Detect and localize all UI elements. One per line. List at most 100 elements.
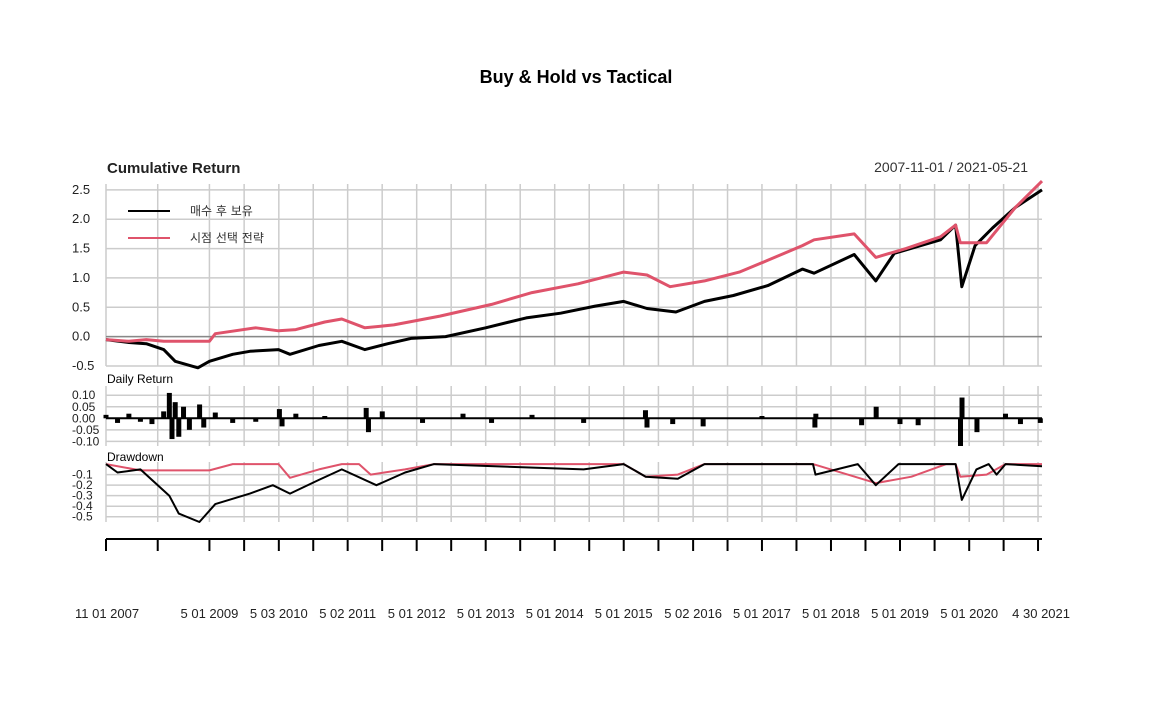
daily-return-bar [974,418,980,433]
daily-return-bar [253,418,259,422]
x-tick-label: 5 02 2016 [664,606,722,621]
daily-return-bar [103,414,109,419]
drawdown-y-axis: -0.1-0.2-0.3-0.4-0.5 [72,468,93,524]
daily-return-bar [166,392,172,419]
y-tick-label: 0.10 [72,388,96,402]
daily-return-bar [181,406,187,419]
daily-return-bar [644,418,650,428]
daily-return-bar [1003,413,1009,419]
y-tick-label: 0.05 [72,400,96,414]
daily-return-bar [1037,418,1043,423]
y-tick-label: 2.0 [72,211,90,226]
drawdown-panel: Drawdown -0.1-0.2-0.3-0.4-0.5 [72,450,1043,524]
y-tick-label: -0.3 [72,489,93,503]
daily-return-bar [186,418,192,430]
daily-return-bar [759,416,765,419]
daily-return-bar [642,410,648,419]
cumulative-return-panel: Cumulative Return 2007-11-01 / 2021-05-2… [72,159,1044,373]
daily-return-bar [149,418,155,425]
daily-return-bar [115,418,121,423]
daily-return-panel: Daily Return 0.100.050.00-0.05-0.10 [72,372,1043,448]
y-tick-label: 0.00 [72,411,96,425]
x-tick-label: 5 01 2009 [181,606,239,621]
y-tick-label: -0.10 [72,434,100,448]
daily-return-bar [322,416,328,419]
drawdown-grid [105,462,1042,522]
daily-return-bar [897,418,903,425]
y-tick-label: 0.0 [72,329,90,344]
x-tick-label: 5 01 2017 [733,606,791,621]
daily-return-bar [958,418,964,446]
cumulative-y-axis: -0.5 0.0 0.5 1.0 1.5 2.0 2.5 [72,182,94,373]
x-axis: 11 01 2007 5 01 2009 5 03 2010 5 02 2011 5 0… [75,538,1070,621]
daily-return-bar [363,407,369,419]
daily-return-bar [489,418,495,423]
x-tick-label: 4 30 2021 [1012,606,1070,621]
drawdown-line-tactical [105,463,1042,485]
y-tick-label: 1.0 [72,270,90,285]
daily-return-bar [169,418,175,440]
series-line-buy-hold [105,188,1043,370]
daily-return-bar [172,402,178,419]
y-tick-label: -0.5 [72,358,94,373]
chart-title: Buy & Hold vs Tactical [480,67,673,87]
x-tick-label: 5 01 2014 [526,606,584,621]
daily-return-bar [915,418,921,426]
daily-return-bar [293,413,299,419]
y-tick-label: -0.1 [72,468,93,482]
daily-bars [103,392,1043,446]
daily-y-axis: 0.100.050.00-0.05-0.10 [72,388,100,448]
y-tick-label: -0.2 [72,478,93,492]
daily-return-bar [379,411,385,419]
x-tick-label: 5 01 2019 [871,606,929,621]
drawdown-panel-title: Drawdown [107,450,164,464]
daily-return-bar [959,397,965,419]
cumulative-panel-title: Cumulative Return [107,160,240,177]
x-tick-label: 5 01 2018 [802,606,860,621]
daily-return-bar [365,418,371,433]
x-tick-label: 5 02 2011 [319,606,376,621]
daily-return-bar [161,411,167,419]
daily-return-bar [126,413,132,419]
daily-return-bar [670,418,676,425]
x-tick-label: 5 01 2020 [940,606,998,621]
daily-grid [105,386,1042,446]
daily-return-bar [197,404,203,419]
y-tick-label: 1.5 [72,241,90,256]
x-tick-label: 5 01 2015 [595,606,653,621]
daily-return-bar [279,418,285,427]
daily-return-bar [529,414,535,419]
legend-label-tactical: 시점 선택 전략 [190,231,264,245]
daily-return-bar [212,412,218,419]
y-tick-label: 2.5 [72,182,90,197]
daily-return-bar [176,418,182,437]
y-tick-label: -0.5 [72,510,93,524]
legend: 매수 후 보유 시점 선택 전략 [128,204,264,245]
x-tick-label: 11 01 2007 [75,606,139,621]
daily-return-bar [230,418,236,423]
daily-return-bar [201,418,207,428]
series-line-tactical [105,180,1044,343]
daily-return-bar [873,406,879,419]
daily-return-bar [813,413,819,419]
daily-return-bar [812,418,818,428]
daily-return-bar [276,409,282,419]
daily-return-bar [1017,418,1023,425]
daily-return-bar [859,418,865,426]
daily-return-bar [581,418,587,423]
y-tick-label: -0.4 [72,499,93,513]
y-tick-label: 0.5 [72,299,90,314]
daily-panel-title: Daily Return [107,372,173,386]
y-tick-label: -0.05 [72,423,100,437]
legend-label-buy-hold: 매수 후 보유 [190,204,253,218]
cumulative-grid [105,184,1042,367]
daily-return-bar [137,418,143,422]
date-range-label: 2007-11-01 / 2021-05-21 [874,159,1028,175]
drawdown-line-buy-hold [105,463,1043,523]
drawdown-series [105,463,1043,523]
daily-return-bar [420,418,426,423]
daily-return-bar [700,418,706,427]
x-tick-label: 5 03 2010 [250,606,308,621]
daily-return-bar [460,413,466,419]
